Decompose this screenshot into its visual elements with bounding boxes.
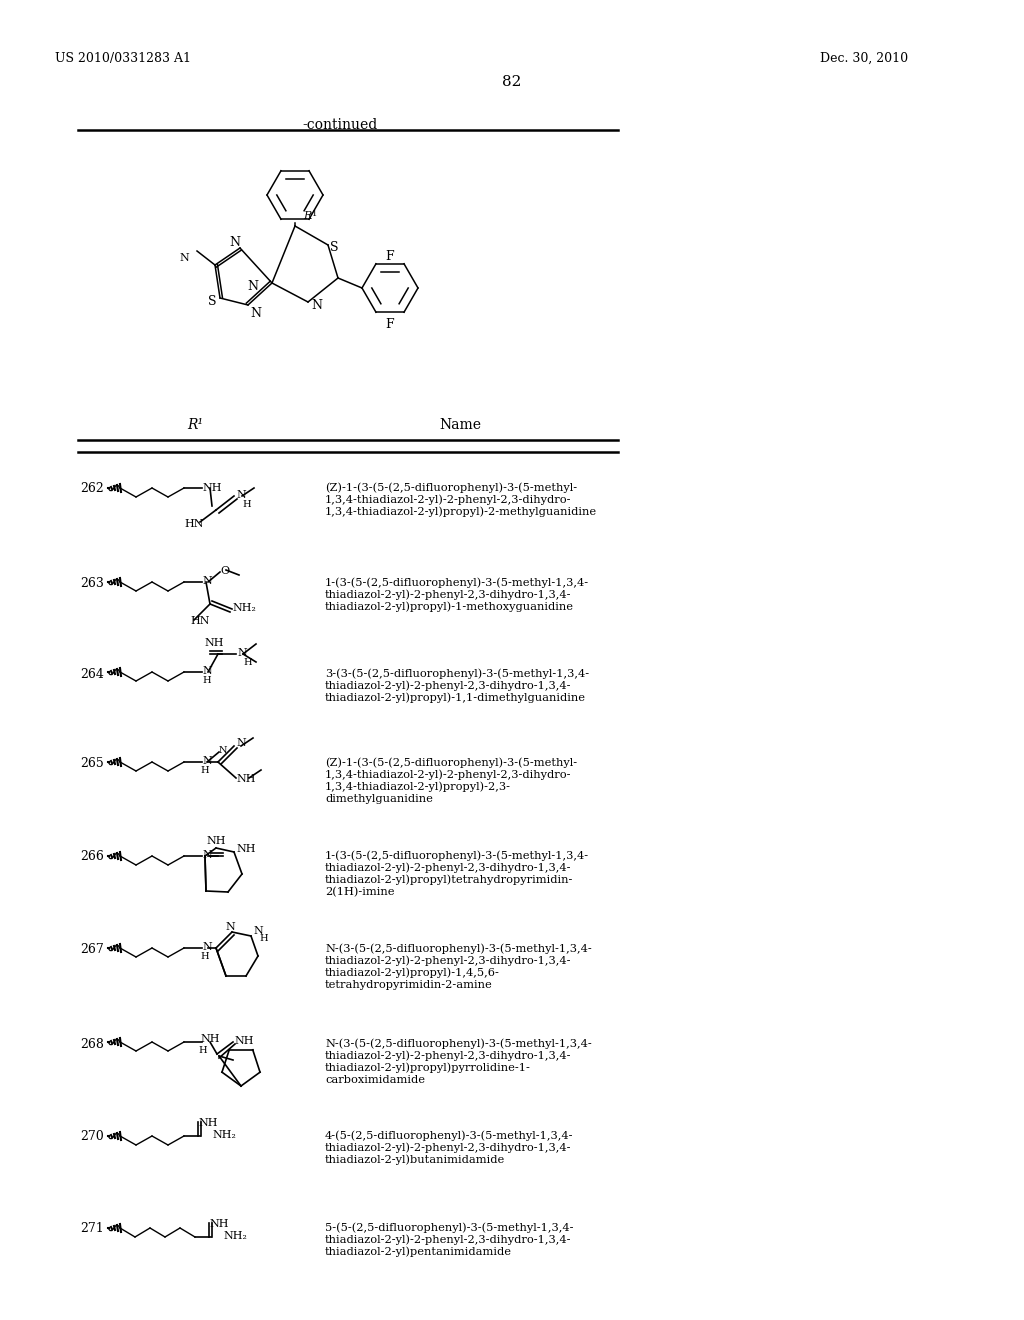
Text: NH: NH (204, 638, 224, 648)
Text: N: N (247, 280, 258, 293)
Text: 82: 82 (503, 75, 521, 88)
Text: R: R (303, 211, 311, 220)
Text: 267: 267 (80, 942, 103, 956)
Text: N: N (219, 746, 227, 755)
Text: NH: NH (202, 483, 221, 492)
Text: HN: HN (184, 519, 204, 529)
Text: (Z)-1-(3-(5-(2,5-difluorophenyl)-3-(5-methyl-
1,3,4-thiadiazol-2-yl)-2-phenyl-2,: (Z)-1-(3-(5-(2,5-difluorophenyl)-3-(5-me… (325, 756, 578, 804)
Text: NH₂: NH₂ (223, 1232, 247, 1241)
Text: N-(3-(5-(2,5-difluorophenyl)-3-(5-methyl-1,3,4-
thiadiazol-2-yl)-2-phenyl-2,3-di: N-(3-(5-(2,5-difluorophenyl)-3-(5-methyl… (325, 1038, 592, 1085)
Text: NH₂: NH₂ (232, 603, 256, 612)
Text: F: F (386, 249, 394, 263)
Text: H: H (259, 935, 267, 942)
Text: NH₂: NH₂ (212, 1130, 236, 1140)
Text: H: H (200, 766, 209, 775)
Text: N: N (202, 756, 212, 766)
Text: 264: 264 (80, 668, 103, 681)
Text: N: N (202, 850, 212, 861)
Text: 1: 1 (312, 210, 317, 218)
Text: N: N (202, 942, 212, 952)
Text: 3-(3-(5-(2,5-difluorophenyl)-3-(5-methyl-1,3,4-
thiadiazol-2-yl)-2-phenyl-2,3-di: 3-(3-(5-(2,5-difluorophenyl)-3-(5-methyl… (325, 668, 589, 704)
Text: Dec. 30, 2010: Dec. 30, 2010 (820, 51, 908, 65)
Text: 5-(5-(2,5-difluorophenyl)-3-(5-methyl-1,3,4-
thiadiazol-2-yl)-2-phenyl-2,3-dihyd: 5-(5-(2,5-difluorophenyl)-3-(5-methyl-1,… (325, 1222, 573, 1257)
Text: H: H (243, 657, 252, 667)
Text: 270: 270 (80, 1130, 103, 1143)
Text: NH: NH (234, 1036, 254, 1045)
Text: 263: 263 (80, 577, 103, 590)
Text: S: S (208, 294, 216, 308)
Text: NH: NH (236, 843, 256, 854)
Text: Name: Name (439, 418, 481, 432)
Text: N: N (202, 576, 212, 586)
Text: 1-(3-(5-(2,5-difluorophenyl)-3-(5-methyl-1,3,4-
thiadiazol-2-yl)-2-phenyl-2,3-di: 1-(3-(5-(2,5-difluorophenyl)-3-(5-methyl… (325, 850, 589, 898)
Text: 1-(3-(5-(2,5-difluorophenyl)-3-(5-methyl-1,3,4-
thiadiazol-2-yl)-2-phenyl-2,3-di: 1-(3-(5-(2,5-difluorophenyl)-3-(5-methyl… (325, 577, 589, 612)
Text: NH: NH (209, 1218, 228, 1229)
Text: N: N (311, 300, 322, 312)
Text: (Z)-1-(3-(5-(2,5-difluorophenyl)-3-(5-methyl-
1,3,4-thiadiazol-2-yl)-2-phenyl-2,: (Z)-1-(3-(5-(2,5-difluorophenyl)-3-(5-me… (325, 482, 597, 517)
Text: N: N (179, 253, 189, 263)
Text: F: F (386, 318, 394, 331)
Text: 266: 266 (80, 850, 103, 863)
Text: N-(3-(5-(2,5-difluorophenyl)-3-(5-methyl-1,3,4-
thiadiazol-2-yl)-2-phenyl-2,3-di: N-(3-(5-(2,5-difluorophenyl)-3-(5-methyl… (325, 942, 592, 990)
Text: NH: NH (200, 1034, 219, 1044)
Text: O: O (220, 566, 229, 576)
Text: N: N (229, 236, 241, 249)
Text: N: N (236, 738, 246, 748)
Text: -continued: -continued (302, 117, 378, 132)
Text: NH: NH (198, 1118, 217, 1129)
Text: H: H (242, 500, 251, 510)
Text: N: N (236, 490, 246, 500)
Text: N: N (225, 921, 234, 932)
Text: NH: NH (236, 774, 256, 784)
Text: R¹: R¹ (187, 418, 203, 432)
Text: 268: 268 (80, 1038, 103, 1051)
Text: N: N (253, 927, 263, 936)
Text: 265: 265 (80, 756, 103, 770)
Text: H: H (200, 952, 209, 961)
Text: N: N (250, 308, 261, 319)
Text: NH: NH (206, 836, 225, 846)
Text: S: S (330, 242, 339, 253)
Text: 4-(5-(2,5-difluorophenyl)-3-(5-methyl-1,3,4-
thiadiazol-2-yl)-2-phenyl-2,3-dihyd: 4-(5-(2,5-difluorophenyl)-3-(5-methyl-1,… (325, 1130, 573, 1166)
Text: 262: 262 (80, 482, 103, 495)
Text: H: H (198, 1045, 207, 1055)
Text: 271: 271 (80, 1222, 103, 1236)
Text: N: N (237, 648, 247, 657)
Text: H: H (202, 676, 211, 685)
Text: N: N (202, 667, 212, 676)
Text: HN: HN (190, 616, 210, 626)
Text: US 2010/0331283 A1: US 2010/0331283 A1 (55, 51, 191, 65)
